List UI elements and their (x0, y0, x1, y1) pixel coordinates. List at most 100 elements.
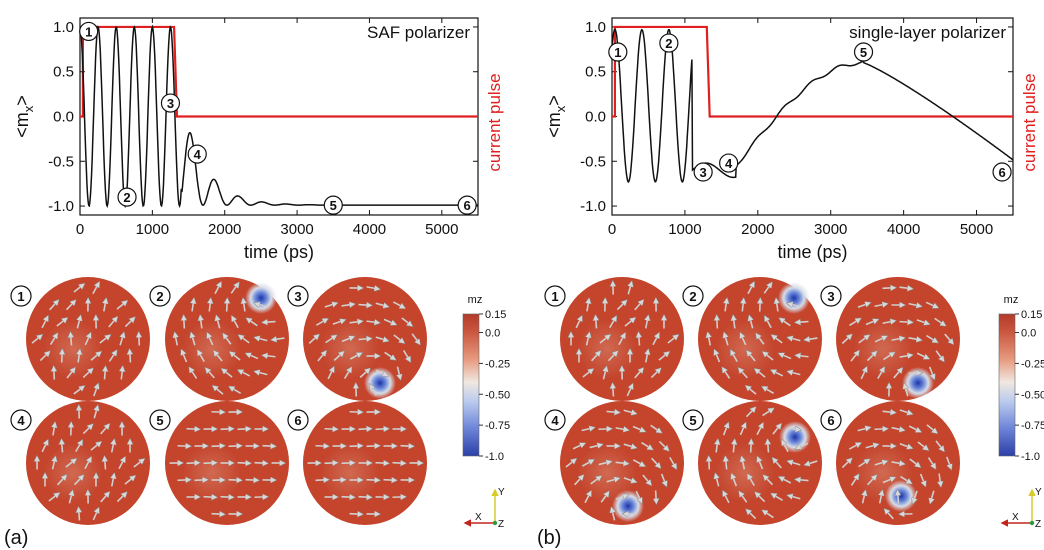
field-arrow (366, 287, 380, 289)
x-tick-label: 4000 (353, 221, 386, 238)
field-arrow (192, 299, 194, 312)
field-arrow (874, 304, 888, 306)
axis-triad-b: Y X Z (1000, 487, 1042, 530)
field-arrow (857, 303, 870, 309)
marker-label: 5 (330, 198, 337, 213)
field-arrow (874, 461, 887, 465)
field-arrow (779, 353, 792, 360)
field-arrow (124, 476, 135, 485)
field-arrow (175, 333, 178, 346)
snapshot-label: 2 (156, 289, 163, 304)
field-arrow (805, 338, 818, 340)
x-tick-label: 5000 (960, 221, 993, 238)
field-arrow (53, 457, 56, 470)
field-arrow (75, 440, 82, 453)
field-arrow (229, 387, 242, 394)
field-arrow (392, 301, 404, 308)
field-arrow (349, 446, 363, 447)
field-arrow (908, 338, 922, 340)
x-axis-label: time (ps) (244, 242, 314, 262)
field-arrow (606, 411, 620, 412)
marker-circle (160, 93, 181, 113)
field-arrow (772, 335, 783, 344)
field-arrow (939, 473, 941, 487)
field-arrow (632, 425, 645, 432)
snapshot-marker-3: 3 (160, 93, 181, 113)
right-axis-label: current pulse (1020, 73, 1039, 171)
marker-circle (719, 153, 739, 173)
field-arrow (634, 368, 643, 379)
snapshot-label: 4 (551, 413, 559, 428)
field-arrow (909, 458, 920, 467)
triad-y-label: Y (498, 487, 505, 498)
field-arrow (99, 335, 110, 344)
disk-shade (182, 443, 242, 503)
field-arrow (206, 368, 215, 379)
marker-circle (117, 187, 137, 207)
marker-label: 4 (194, 147, 202, 162)
field-arrow (228, 480, 242, 481)
field-arrow (209, 299, 210, 312)
field-arrow (638, 333, 639, 346)
marker-label: 1 (85, 24, 92, 39)
field-arrow (393, 334, 404, 343)
field-arrow (232, 316, 239, 329)
field-arrow (623, 410, 637, 413)
field-arrow (715, 474, 718, 487)
field-arrow (780, 318, 791, 327)
snapshot-label: 1 (17, 289, 24, 304)
y-axis-label-main: <m (12, 112, 32, 138)
field-arrow (858, 459, 870, 468)
marker-circle (608, 42, 628, 62)
field-arrow (904, 384, 908, 397)
field-arrow (31, 335, 42, 344)
field-arrow (73, 475, 84, 486)
field-arrow (370, 384, 378, 396)
field-arrow (885, 509, 894, 520)
snapshot-marker-4: 4 (187, 144, 207, 164)
snapshot-label: 5 (156, 413, 163, 428)
field-arrow (90, 442, 101, 451)
snapshot-b-3: 3 (820, 277, 960, 401)
snapshot-label-circle (287, 285, 309, 307)
x-tick-label: 3000 (280, 221, 313, 238)
marker-circle (187, 144, 207, 164)
y-tick-label: 0.0 (53, 109, 74, 126)
field-arrow (211, 446, 225, 447)
x-tick-label: 0 (76, 221, 84, 238)
field-arrow (82, 424, 92, 435)
field-arrow (908, 425, 921, 432)
colorbar-a: mz0.15 0.0 -0.25 -0.50 -0.75 -1.0 (462, 294, 510, 463)
series-mx (79, 24, 478, 209)
colorbar-tick-label: -0.25 (485, 358, 510, 370)
field-arrow (747, 282, 754, 295)
field-arrow (652, 333, 659, 346)
field-arrow (724, 333, 728, 346)
field-arrow (358, 429, 372, 430)
field-arrow (104, 457, 105, 470)
field-arrow (626, 384, 632, 397)
field-arrow (116, 492, 126, 503)
field-arrow (220, 429, 234, 430)
field-arrow (935, 440, 944, 451)
field-arrow (606, 478, 620, 482)
field-arrow (203, 497, 217, 498)
field-arrow (254, 463, 268, 464)
field-arrow (739, 368, 748, 379)
snapshot-marker-2: 2 (659, 33, 679, 53)
field-arrow (245, 480, 259, 481)
x-tick-label: 1000 (136, 221, 169, 238)
field-arrow (587, 299, 589, 312)
snapshot-marker-2: 2 (117, 187, 137, 207)
chart-title: SAF polarizer (367, 23, 470, 42)
field-arrow (189, 368, 198, 379)
field-arrow (375, 303, 389, 307)
x-tick-label: 1000 (668, 221, 701, 238)
field-arrow (333, 352, 344, 361)
field-arrow (92, 508, 98, 521)
colorbar-b: mz0.15 0.0 -0.25 -0.50 -0.75 -1.0 (998, 294, 1044, 463)
snapshot-marker-1: 1 (608, 42, 628, 62)
field-arrow (882, 288, 896, 289)
field-arrow (917, 441, 928, 450)
snapshot-a-1: 1 (10, 277, 150, 401)
